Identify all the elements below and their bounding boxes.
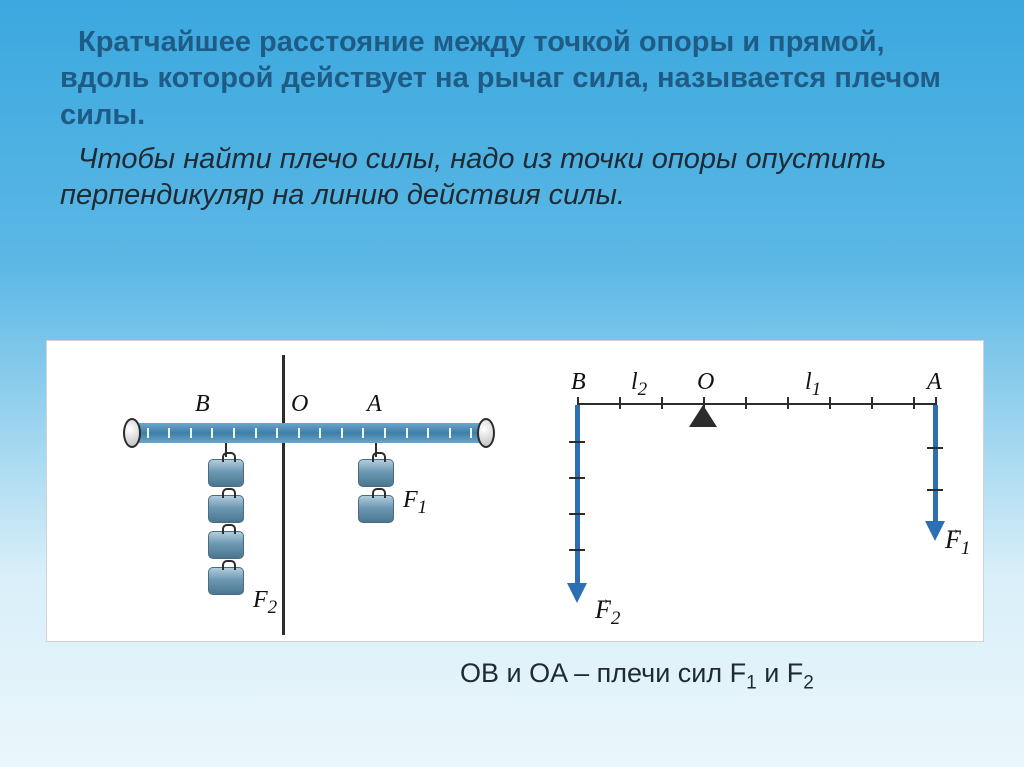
hash bbox=[569, 513, 585, 515]
tick bbox=[661, 397, 663, 409]
pivot-triangle bbox=[689, 405, 717, 427]
tick bbox=[619, 397, 621, 409]
label-F2-right: →F2 bbox=[595, 595, 620, 630]
text-block: Кратчайшее расстояние между точкой опоры… bbox=[60, 24, 960, 213]
caption-text: OB и OA – плечи сил F1 и F2 bbox=[460, 658, 814, 694]
label-l2: l2 bbox=[631, 369, 647, 401]
diagram-panel: B O A F1 F2 bbox=[46, 340, 984, 642]
label-O: O bbox=[291, 391, 308, 418]
instruction-text: Чтобы найти плечо силы, надо из точки оп… bbox=[60, 141, 960, 214]
weight-B2 bbox=[208, 495, 244, 523]
weight-B1 bbox=[208, 459, 244, 487]
left-diagram: B O A F1 F2 bbox=[77, 355, 517, 635]
definition-text: Кратчайшее расстояние между точкой опоры… bbox=[60, 24, 960, 133]
vertical-rod bbox=[282, 355, 285, 635]
label-O-right: O bbox=[697, 369, 714, 396]
label-A: A bbox=[367, 391, 382, 418]
hash bbox=[569, 441, 585, 443]
arrow-F2-head bbox=[567, 583, 587, 603]
arrow-F2-line bbox=[575, 405, 580, 585]
hash bbox=[927, 489, 943, 491]
label-F1-left: F1 bbox=[403, 487, 427, 519]
label-B: B bbox=[195, 391, 210, 418]
arrow-F1-line bbox=[933, 405, 938, 523]
tick bbox=[913, 397, 915, 409]
weight-A2 bbox=[358, 495, 394, 523]
label-l1: l1 bbox=[805, 369, 821, 401]
endcap-left bbox=[123, 418, 141, 448]
hash bbox=[927, 447, 943, 449]
label-F2-left: F2 bbox=[253, 587, 277, 619]
slide-background: Кратчайшее расстояние между точкой опоры… bbox=[0, 0, 1024, 767]
label-B-right: B bbox=[571, 369, 586, 396]
hash bbox=[569, 549, 585, 551]
bar-ticks bbox=[137, 423, 482, 443]
weight-B3 bbox=[208, 531, 244, 559]
hash bbox=[569, 477, 585, 479]
weight-A1 bbox=[358, 459, 394, 487]
lever-axis bbox=[577, 403, 937, 405]
caption-prefix: OB и OA – плечи сил F bbox=[460, 658, 746, 688]
tick bbox=[829, 397, 831, 409]
caption-and: и F bbox=[757, 658, 804, 688]
tick bbox=[787, 397, 789, 409]
tick bbox=[745, 397, 747, 409]
label-A-right: A bbox=[927, 369, 942, 396]
arrow-F1-head bbox=[925, 521, 945, 541]
weight-B4 bbox=[208, 567, 244, 595]
right-diagram: B l2 O l1 A →F2 →F1 bbox=[547, 355, 967, 635]
tick bbox=[871, 397, 873, 409]
label-F1-right: →F1 bbox=[945, 525, 970, 560]
endcap-right bbox=[477, 418, 495, 448]
